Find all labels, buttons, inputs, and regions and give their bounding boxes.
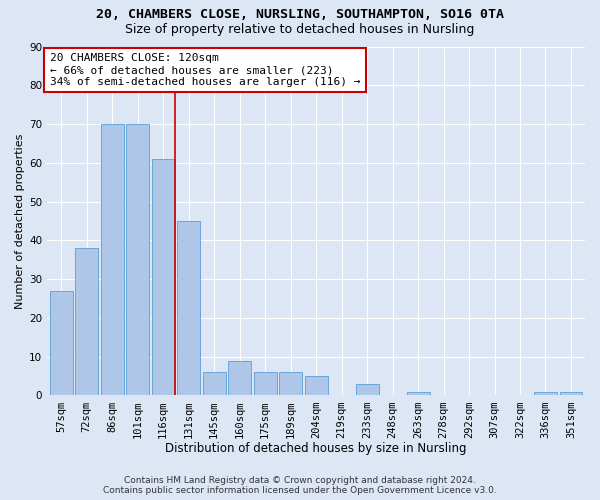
Bar bbox=[152, 159, 175, 396]
Text: Size of property relative to detached houses in Nursling: Size of property relative to detached ho… bbox=[125, 22, 475, 36]
Y-axis label: Number of detached properties: Number of detached properties bbox=[15, 134, 25, 308]
Text: 20, CHAMBERS CLOSE, NURSLING, SOUTHAMPTON, SO16 0TA: 20, CHAMBERS CLOSE, NURSLING, SOUTHAMPTO… bbox=[96, 8, 504, 20]
Bar bbox=[305, 376, 328, 396]
Bar bbox=[177, 221, 200, 396]
Bar bbox=[407, 392, 430, 396]
Bar bbox=[356, 384, 379, 396]
Bar bbox=[534, 392, 557, 396]
Bar bbox=[101, 124, 124, 396]
Text: 20 CHAMBERS CLOSE: 120sqm
← 66% of detached houses are smaller (223)
34% of semi: 20 CHAMBERS CLOSE: 120sqm ← 66% of detac… bbox=[50, 54, 361, 86]
Bar bbox=[560, 392, 583, 396]
Bar bbox=[254, 372, 277, 396]
Bar bbox=[50, 291, 73, 396]
Bar bbox=[203, 372, 226, 396]
Bar bbox=[126, 124, 149, 396]
X-axis label: Distribution of detached houses by size in Nursling: Distribution of detached houses by size … bbox=[166, 442, 467, 455]
Text: Contains HM Land Registry data © Crown copyright and database right 2024.
Contai: Contains HM Land Registry data © Crown c… bbox=[103, 476, 497, 495]
Bar bbox=[279, 372, 302, 396]
Bar bbox=[228, 360, 251, 396]
Bar bbox=[75, 248, 98, 396]
